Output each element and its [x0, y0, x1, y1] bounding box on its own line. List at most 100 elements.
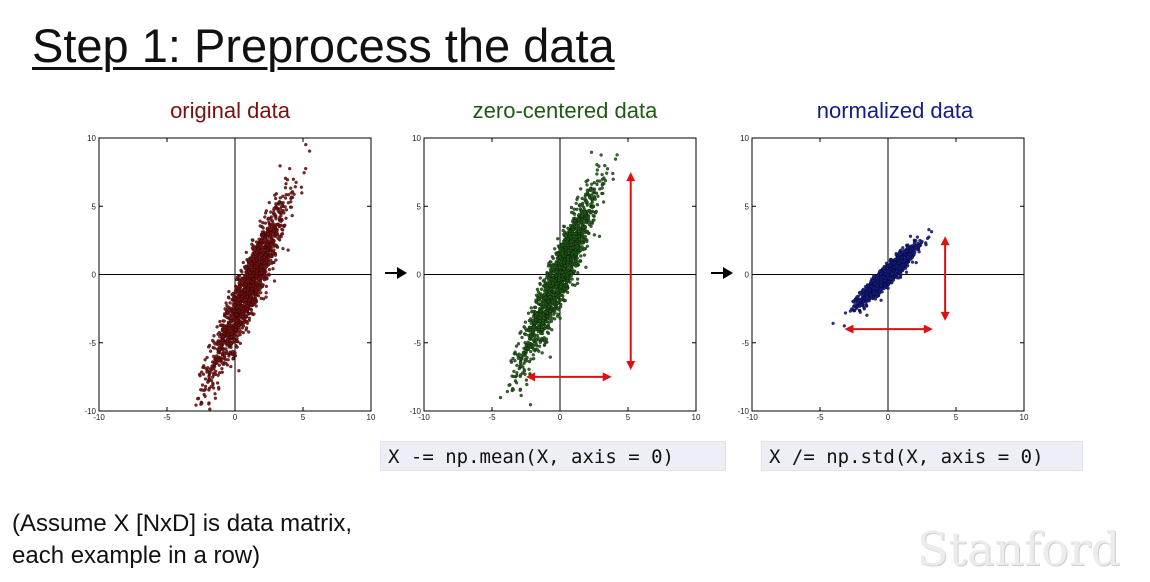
scatter-point [894, 251, 898, 256]
scatter-point [562, 224, 566, 228]
scatter-point [552, 296, 556, 300]
scatter-point [879, 279, 883, 284]
scatter-point [545, 283, 549, 288]
scatter-point [514, 344, 519, 348]
scatter-point [573, 219, 577, 223]
scatter-point [244, 250, 248, 255]
scatter-point [583, 192, 588, 197]
scatter-point [532, 357, 536, 361]
scatter-point [533, 314, 538, 319]
scatter-point [538, 319, 542, 323]
scatter-point [225, 349, 229, 354]
scatter-point [615, 153, 619, 157]
scatter-point [850, 307, 854, 311]
scatter-point [260, 236, 265, 240]
scatter-point [600, 177, 605, 181]
scatter-point [232, 300, 236, 304]
scatter-point [559, 260, 563, 265]
scatter-point [232, 318, 236, 322]
scatter-point [535, 287, 540, 292]
scatter-point [541, 321, 545, 325]
x-tick-label: 10 [692, 413, 701, 422]
scatter-point [255, 269, 259, 273]
scatter-point [207, 343, 212, 348]
scatter-point [611, 171, 615, 176]
scatter-point [548, 302, 553, 307]
scatter-point [519, 330, 523, 334]
scatter-point [269, 258, 273, 262]
x-tick-label: 0 [233, 413, 238, 422]
scatter-point [567, 234, 572, 238]
scatter-point [217, 363, 221, 367]
scatter-point [538, 316, 542, 320]
scatter-point [260, 271, 264, 275]
scatter-point [559, 298, 563, 302]
scatter-point [597, 164, 601, 168]
scatter-point [537, 344, 542, 348]
scatter-point [541, 312, 545, 317]
scatter-point [586, 178, 590, 182]
scatter-point [576, 260, 580, 264]
scatter-point [592, 218, 596, 222]
scatter-point [588, 209, 592, 213]
scatter-point [565, 279, 570, 283]
scatter-point [261, 297, 266, 301]
scatter-point [545, 314, 549, 318]
scatter-point [574, 264, 578, 268]
scatter-point [207, 388, 211, 392]
scatter-point [211, 386, 216, 390]
scatter-point [553, 247, 557, 251]
scatter-point [265, 226, 270, 230]
y-tick-label: 10 [412, 134, 421, 143]
scatter-point [912, 253, 916, 257]
scatter-point [879, 272, 883, 276]
scatter-point [571, 246, 575, 250]
scatter-point [585, 244, 589, 248]
scatter-point [228, 301, 232, 305]
scatter-point [231, 356, 235, 360]
scatter-point [562, 287, 567, 291]
scatter-point [213, 396, 218, 400]
scatter-point [278, 164, 282, 168]
scatter-point [511, 356, 515, 361]
scatter-point [283, 223, 287, 227]
scatter-point [247, 312, 252, 316]
scatter-point [507, 383, 511, 387]
scatter-point [888, 257, 893, 262]
scatter-point [531, 338, 536, 342]
scatter-point [544, 320, 548, 324]
scatter-point [237, 369, 241, 373]
x-tick-label: -10 [418, 413, 430, 422]
scatter-point [583, 234, 587, 239]
scatter-point [565, 287, 569, 291]
scatter-point [580, 196, 584, 201]
scatter-point [605, 167, 610, 171]
scatter-point [227, 327, 231, 331]
scatter-point [927, 227, 931, 232]
scatter-point [234, 328, 238, 332]
scatter-point [592, 189, 596, 193]
scatter-point [203, 358, 207, 362]
scatter-point [232, 333, 237, 338]
scatter-point [237, 284, 241, 289]
scatter-point [548, 355, 552, 359]
scatter-point [890, 272, 894, 276]
scatter-point [580, 240, 584, 245]
scatter-point [220, 361, 224, 365]
scatter-point [572, 216, 576, 221]
scatter-point [213, 392, 217, 396]
scatter-point [246, 290, 250, 294]
scatter-point [531, 327, 535, 332]
scatter-point [561, 228, 565, 233]
x-tick-label: -10 [93, 413, 105, 422]
scatter-point [203, 384, 208, 389]
scatter-point [264, 209, 269, 213]
scatter-point [281, 246, 285, 251]
y-tick-label: 5 [745, 202, 750, 211]
scatter-point [498, 395, 503, 400]
scatter-point [292, 192, 296, 196]
x-tick-label: 5 [626, 413, 631, 422]
scatter-point [912, 241, 917, 245]
scatter-point [220, 357, 224, 362]
slide-title: Step 1: Preprocess the data [32, 19, 615, 72]
